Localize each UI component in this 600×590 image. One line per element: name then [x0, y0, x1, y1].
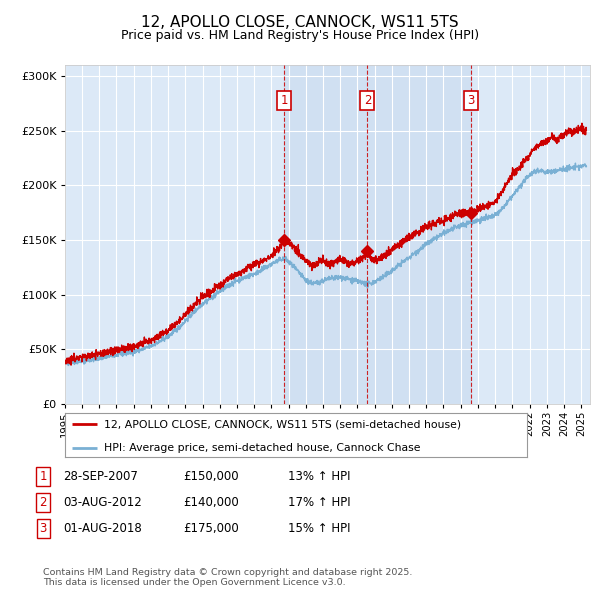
Text: 12, APOLLO CLOSE, CANNOCK, WS11 5TS: 12, APOLLO CLOSE, CANNOCK, WS11 5TS: [141, 15, 459, 30]
Text: £175,000: £175,000: [183, 522, 239, 535]
Text: Price paid vs. HM Land Registry's House Price Index (HPI): Price paid vs. HM Land Registry's House …: [121, 30, 479, 42]
Text: 12, APOLLO CLOSE, CANNOCK, WS11 5TS (semi-detached house): 12, APOLLO CLOSE, CANNOCK, WS11 5TS (sem…: [104, 419, 461, 429]
Text: 28-SEP-2007: 28-SEP-2007: [63, 470, 138, 483]
Text: 3: 3: [40, 522, 47, 535]
Text: 15% ↑ HPI: 15% ↑ HPI: [288, 522, 350, 535]
Text: 1: 1: [280, 94, 288, 107]
Text: 2: 2: [364, 94, 371, 107]
Text: 17% ↑ HPI: 17% ↑ HPI: [288, 496, 350, 509]
Text: Contains HM Land Registry data © Crown copyright and database right 2025.
This d: Contains HM Land Registry data © Crown c…: [43, 568, 413, 587]
Text: 03-AUG-2012: 03-AUG-2012: [63, 496, 142, 509]
Text: 01-AUG-2018: 01-AUG-2018: [63, 522, 142, 535]
Bar: [284, 65, 470, 404]
Text: 1: 1: [40, 470, 47, 483]
Text: HPI: Average price, semi-detached house, Cannock Chase: HPI: Average price, semi-detached house,…: [104, 442, 421, 453]
Text: 3: 3: [467, 94, 475, 107]
Text: £150,000: £150,000: [183, 470, 239, 483]
Text: 2: 2: [40, 496, 47, 509]
Text: 13% ↑ HPI: 13% ↑ HPI: [288, 470, 350, 483]
Text: £140,000: £140,000: [183, 496, 239, 509]
